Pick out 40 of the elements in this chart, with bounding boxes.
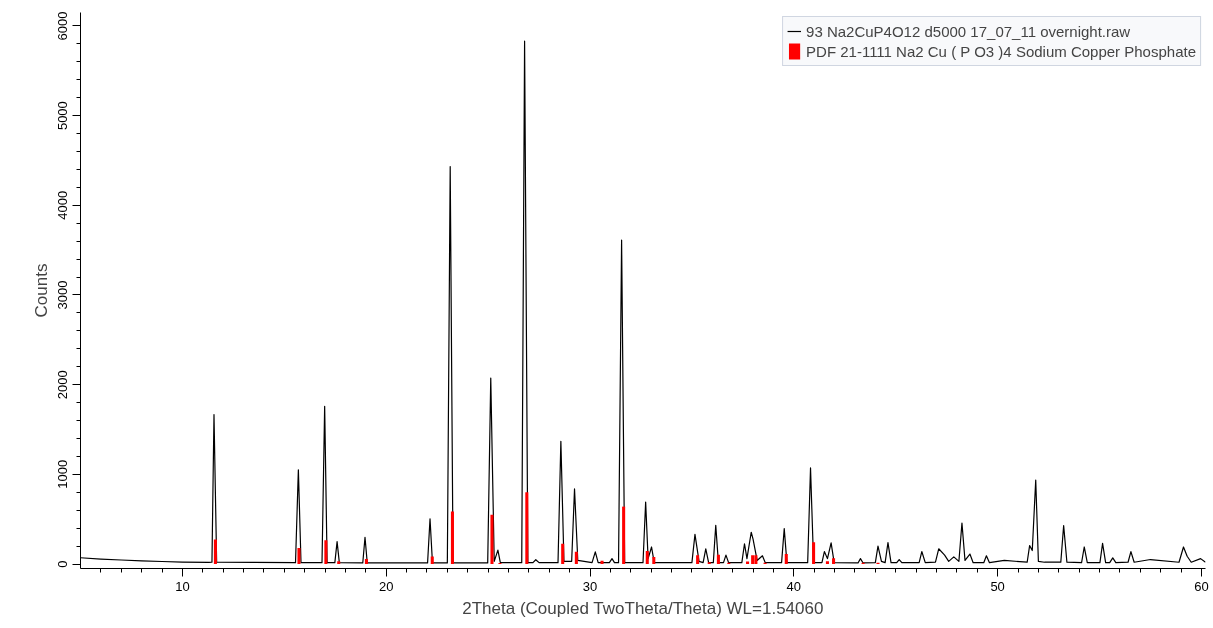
bar: [652, 557, 656, 565]
x-tick-label: 40: [786, 578, 802, 594]
bar: [337, 561, 341, 565]
bar: [754, 555, 758, 565]
bar: [622, 506, 626, 565]
y-axis-title: Counts: [31, 263, 51, 318]
x-tick-label: 60: [1194, 578, 1209, 594]
y-tick-label: 4000: [55, 190, 71, 220]
legend-label: 93 Na2CuP4O12 d5000 17_07_11 overnight.raw: [806, 22, 1131, 40]
bar: [812, 542, 816, 565]
x-tick-label: 20: [378, 578, 394, 594]
bar: [364, 558, 368, 565]
bar: [450, 511, 454, 565]
bar: [430, 556, 434, 565]
bar: [561, 543, 565, 565]
bar: [574, 551, 578, 565]
x-axis-title: 2Theta (Coupled TwoTheta/Theta) WL=1.54060: [462, 598, 824, 618]
bar: [784, 554, 788, 565]
bar: [716, 554, 720, 565]
bar: [324, 540, 328, 565]
bar: [645, 551, 649, 565]
y-tick-label: 5000: [55, 101, 71, 131]
bar: [490, 514, 494, 565]
bar: [525, 492, 529, 565]
y-tick-label: 1000: [55, 459, 71, 489]
x-tick-label: 10: [175, 578, 190, 594]
y-tick-label: 0: [55, 560, 71, 568]
legend-label: PDF 21-1111 Na2 Cu ( P O3 )4 Sodium Copper Phosphate: [806, 42, 1196, 60]
bar: [696, 555, 700, 565]
bar: [825, 561, 829, 565]
x-tick-label: 30: [582, 578, 598, 594]
bar: [213, 539, 217, 565]
y-tick-label: 2000: [55, 370, 71, 400]
x-tick-label: 50: [990, 578, 1005, 594]
bar: [600, 560, 604, 565]
bar: [297, 547, 301, 565]
y-tick-label: 6000: [55, 11, 71, 41]
bar: [751, 555, 755, 565]
bar: [832, 558, 836, 565]
y-tick-label: 3000: [55, 280, 71, 310]
